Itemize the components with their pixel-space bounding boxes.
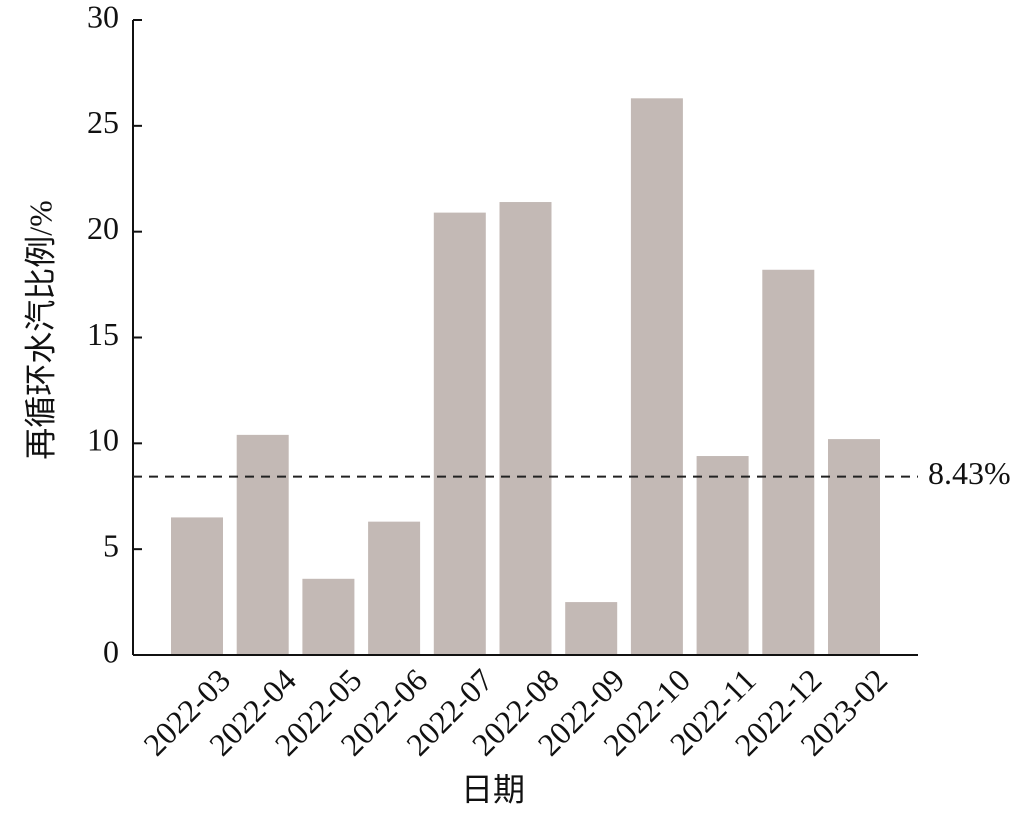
bar: [302, 578, 355, 655]
y-tick-label: 25: [87, 104, 119, 140]
y-tick-label: 10: [87, 422, 119, 458]
bar: [171, 517, 223, 655]
bar: [236, 434, 289, 655]
bar: [433, 212, 486, 655]
y-tick-label: 0: [103, 633, 119, 669]
y-tick-label: 30: [87, 0, 119, 34]
x-axis-label: 日期: [461, 771, 525, 807]
y-tick-label: 5: [103, 528, 119, 564]
y-tick-label: 15: [87, 316, 119, 352]
y-tick-label: 20: [87, 210, 119, 246]
bar: [368, 521, 421, 655]
bar: [828, 439, 880, 655]
bar: [565, 602, 618, 655]
bar: [762, 269, 815, 655]
bar: [630, 98, 683, 656]
y-axis-label: 再循环水汽比例/%: [22, 200, 58, 460]
reference-label: 8.43%: [928, 455, 1011, 491]
bar: [499, 202, 552, 656]
bar: [696, 456, 749, 655]
